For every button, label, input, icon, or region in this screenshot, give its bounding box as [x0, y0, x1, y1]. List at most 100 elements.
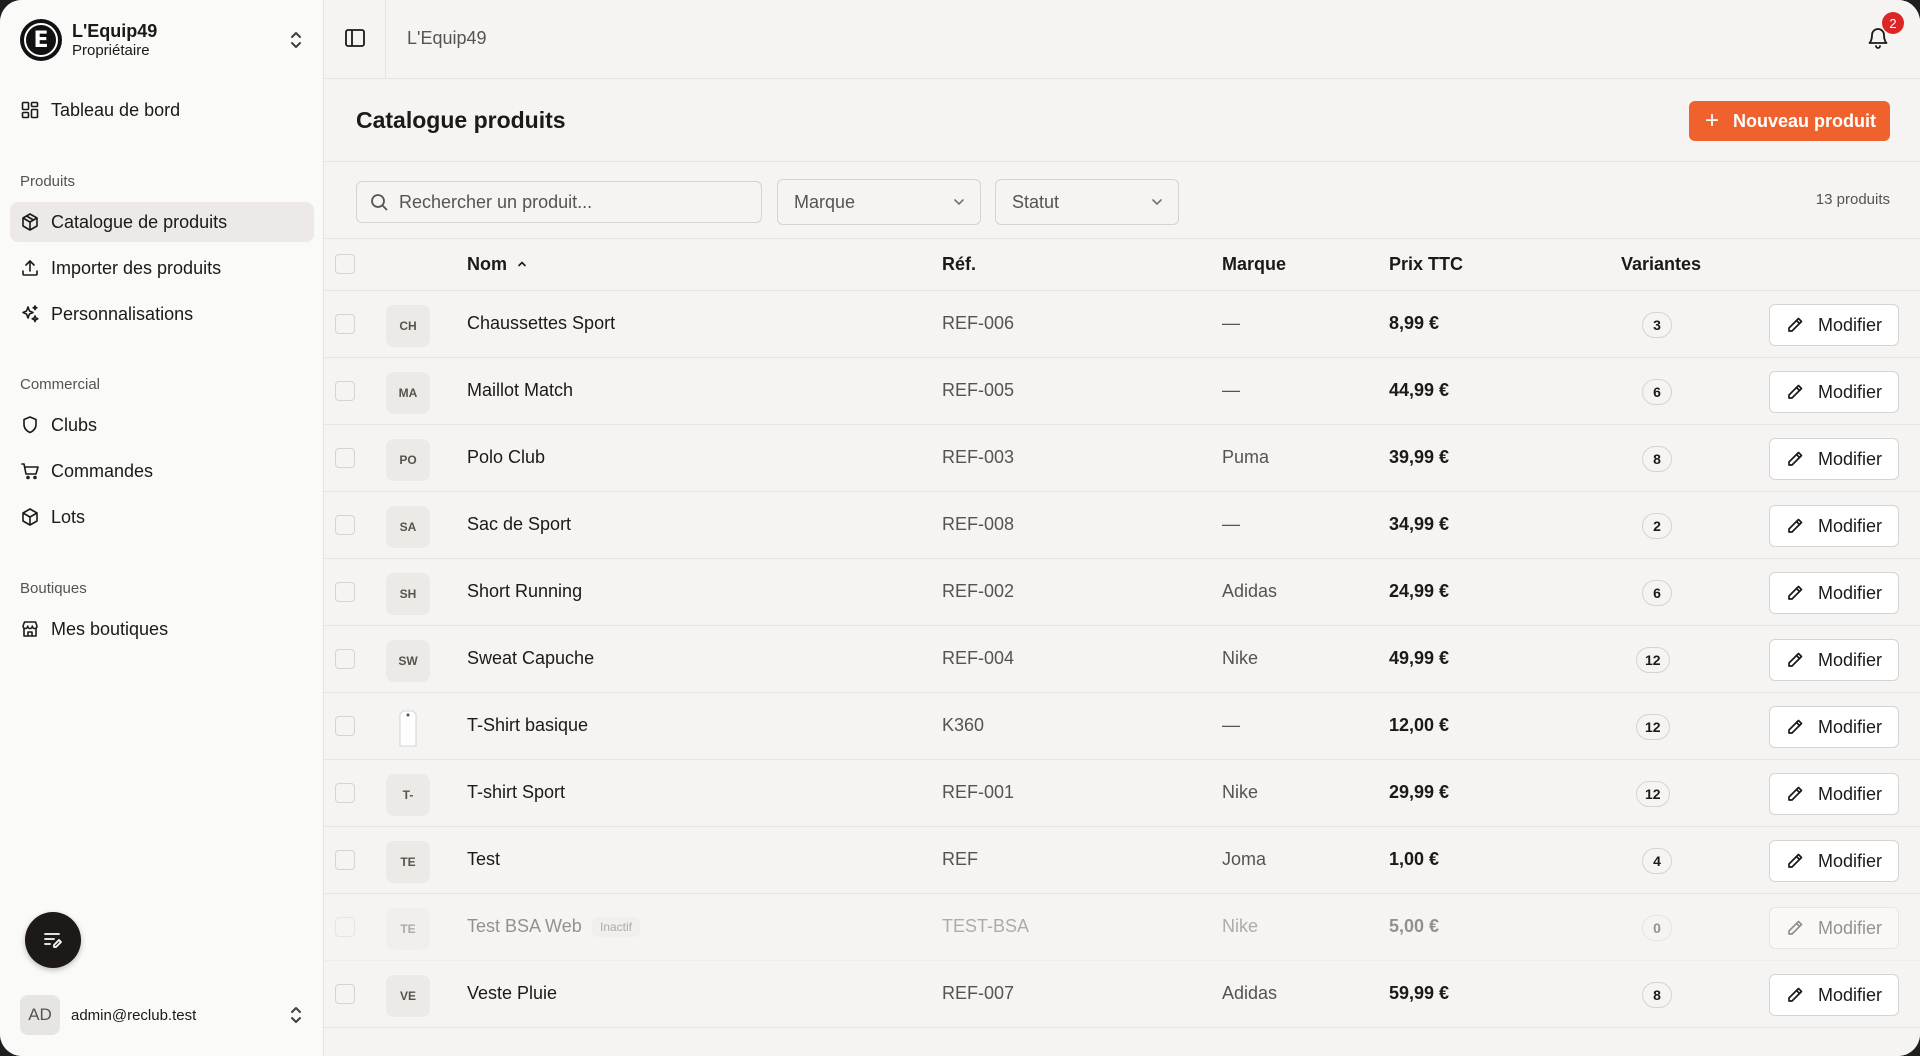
table-row[interactable]: TE Test REF Joma 1,00 € 4 Modifier: [324, 827, 1920, 894]
edit-button[interactable]: Modifier: [1769, 572, 1899, 614]
product-price: 59,99 €: [1389, 983, 1450, 1003]
row-checkbox[interactable]: [335, 649, 355, 669]
product-price: 39,99 €: [1389, 447, 1450, 467]
product-price: 12,00 €: [1389, 715, 1450, 735]
row-checkbox[interactable]: [335, 917, 355, 937]
product-price: 24,99 €: [1389, 581, 1450, 601]
sidebar-item-clubs[interactable]: Clubs: [10, 405, 314, 445]
row-checkbox[interactable]: [335, 850, 355, 870]
product-name[interactable]: T-Shirt basique: [467, 715, 589, 735]
search-input[interactable]: [399, 191, 759, 213]
product-price: 8,99 €: [1389, 313, 1440, 333]
table-row[interactable]: CH Chaussettes Sport REF-006 — 8,99 € 3 Modifi…: [324, 291, 1920, 358]
table-row[interactable]: T-Shirt basique K360 — 12,00 € 12 Modifier: [324, 693, 1920, 760]
thumbnail-initials: PO: [399, 453, 417, 467]
row-checkbox[interactable]: [335, 716, 355, 736]
edit-button[interactable]: Modifier: [1769, 505, 1899, 547]
table-header: Nom Réf. Marque Prix TTC Variantes: [324, 239, 1920, 291]
status-select[interactable]: Statut: [995, 179, 1179, 225]
chevron-down-icon: [954, 199, 964, 206]
table-row[interactable]: SA Sac de Sport REF-008 — 34,99 € 2 Modifier: [324, 492, 1920, 559]
row-checkbox[interactable]: [335, 448, 355, 468]
edit-button[interactable]: Modifier: [1769, 773, 1899, 815]
product-name[interactable]: Short Running: [467, 581, 583, 601]
table-row[interactable]: TE Test BSA Web Inactif TEST-BSA Nike 5,00 € 0…: [324, 894, 1920, 961]
product-name[interactable]: Polo Club: [467, 447, 546, 467]
row-checkbox[interactable]: [335, 381, 355, 401]
edit-button[interactable]: Modifier: [1769, 706, 1899, 748]
search-box[interactable]: [356, 181, 762, 223]
product-thumbnail: SW: [386, 640, 430, 682]
page-title: Catalogue produits: [356, 107, 566, 133]
variants-badge: 0: [1642, 915, 1672, 941]
edit-button[interactable]: Modifier: [1769, 639, 1899, 681]
edit-button[interactable]: Modifier: [1769, 438, 1899, 480]
edit-button[interactable]: Modifier: [1769, 371, 1899, 413]
column-header-name[interactable]: Nom: [467, 254, 528, 275]
table-row[interactable]: MA Maillot Match REF-005 — 44,99 € 6 Modifier: [324, 358, 1920, 425]
brand-select[interactable]: Marque: [777, 179, 981, 225]
main-content: L'Equip49 2 Catalogue produits + Nouveau…: [324, 0, 1920, 1056]
edit-button-label: Modifier: [1817, 381, 1883, 402]
thumbnail-initials: SH: [399, 587, 417, 601]
product-name[interactable]: Sweat Capuche: [467, 648, 595, 668]
product-name[interactable]: Maillot Match: [467, 380, 574, 400]
topbar: L'Equip49 2: [324, 0, 1920, 79]
package-icon: [22, 213, 38, 231]
variants-badge: 12: [1636, 647, 1670, 673]
sidebar-toggle-icon[interactable]: [344, 27, 366, 49]
column-header-brand[interactable]: Marque: [1222, 254, 1287, 274]
table-row[interactable]: VE Veste Pluie REF-007 Adidas 59,99 € 8 Modifi…: [324, 961, 1920, 1028]
sidebar-item-catalog[interactable]: Catalogue de produits: [10, 202, 314, 242]
product-name[interactable]: Chaussettes Sport: [467, 313, 616, 333]
column-header-variants[interactable]: Variantes: [1621, 254, 1702, 274]
row-checkbox[interactable]: [335, 314, 355, 334]
variants-badge: 8: [1642, 446, 1672, 472]
column-header-price[interactable]: Prix TTC: [1389, 254, 1464, 274]
row-checkbox[interactable]: [335, 783, 355, 803]
product-name[interactable]: Test: [467, 849, 501, 869]
dashboard-icon: [21, 101, 39, 119]
edit-button[interactable]: Modifier: [1769, 840, 1899, 882]
product-ref: REF-002: [942, 581, 1015, 601]
user-menu[interactable]: AD admin@reclub.test: [20, 994, 304, 1036]
product-name[interactable]: Sac de Sport: [467, 514, 572, 534]
list-edit-icon: [44, 933, 62, 948]
table-row[interactable]: T- T-shirt Sport REF-001 Nike 29,99 € 12 Modif…: [324, 760, 1920, 827]
table-row[interactable]: SH Short Running REF-002 Adidas 24,99 € 6 Modi…: [324, 559, 1920, 626]
edit-button[interactable]: Modifier: [1769, 907, 1899, 949]
sidebar-item-my-shops[interactable]: Mes boutiques: [10, 609, 314, 649]
product-name[interactable]: T-shirt Sport: [467, 782, 566, 802]
row-checkbox[interactable]: [335, 515, 355, 535]
select-all-checkbox[interactable]: [335, 254, 355, 274]
product-brand: —: [1222, 380, 1240, 400]
nav-section-commercial: Commercial: [20, 376, 101, 393]
product-name[interactable]: Test BSA Web: [467, 916, 582, 936]
tshirt-image: [399, 710, 417, 747]
sidebar-item-orders[interactable]: Commandes: [10, 451, 314, 491]
bell-icon[interactable]: [1866, 26, 1890, 50]
edit-button[interactable]: Modifier: [1769, 304, 1899, 346]
sidebar-item-import[interactable]: Importer des produits: [10, 248, 314, 288]
table-row[interactable]: PO Polo Club REF-003 Puma 39,99 € 8 Modifier: [324, 425, 1920, 492]
product-name[interactable]: Veste Pluie: [467, 983, 558, 1003]
status-select-value: Statut: [1012, 191, 1060, 212]
pencil-icon: [1788, 920, 1803, 935]
row-checkbox[interactable]: [335, 984, 355, 1004]
edit-button[interactable]: Modifier: [1769, 974, 1899, 1016]
sidebar-item-label: Mes boutiques: [51, 618, 169, 639]
org-switcher[interactable]: E L'Equip49 Propriétaire: [20, 18, 304, 62]
breadcrumb[interactable]: L'Equip49: [407, 28, 487, 48]
sidebar-item-customizations[interactable]: Personnalisations: [10, 294, 314, 334]
quick-actions-button[interactable]: [25, 912, 81, 968]
new-product-button[interactable]: + Nouveau produit: [1688, 101, 1890, 141]
sidebar-item-lots[interactable]: Lots: [10, 497, 314, 537]
table-row[interactable]: SW Sweat Capuche REF-004 Nike 49,99 € 12 Modif…: [324, 626, 1920, 693]
row-checkbox[interactable]: [335, 582, 355, 602]
edit-button-label: Modifier: [1817, 850, 1883, 871]
sidebar-item-dashboard[interactable]: Tableau de bord: [10, 90, 314, 130]
product-brand: —: [1222, 514, 1240, 534]
edit-button-label: Modifier: [1817, 984, 1883, 1005]
product-price: 1,00 €: [1389, 849, 1440, 869]
column-header-ref[interactable]: Réf.: [942, 254, 977, 274]
